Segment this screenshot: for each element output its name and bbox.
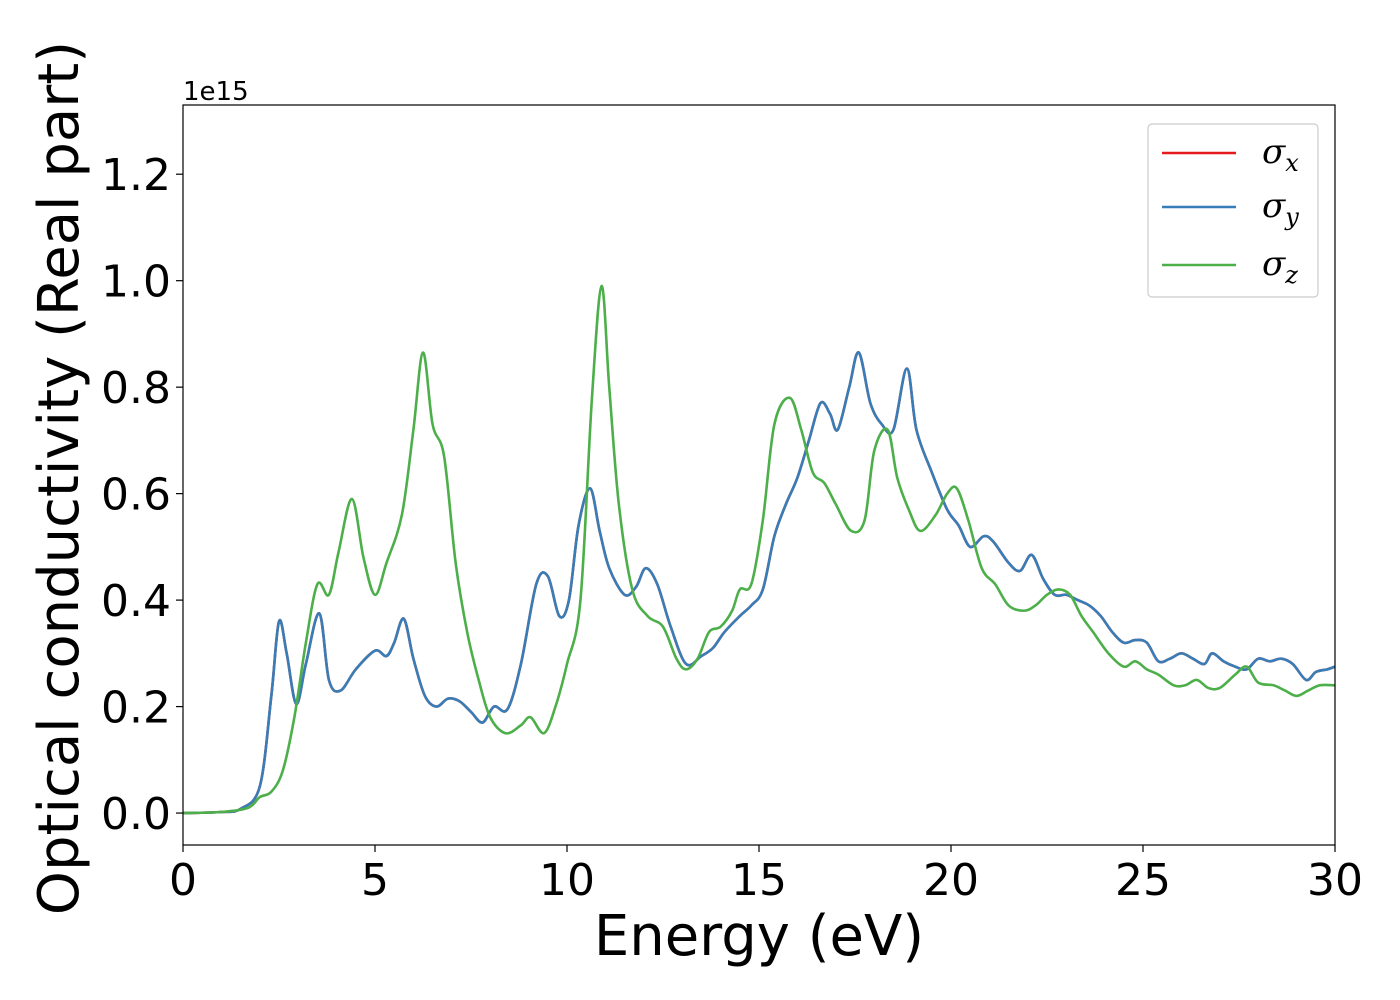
y-tick-label: 1.0 <box>101 257 171 308</box>
y-tick-label: 0.8 <box>101 363 171 414</box>
y-tick-label: 1.2 <box>101 150 171 201</box>
x-tick-label: 20 <box>923 855 979 906</box>
legend-box <box>1147 123 1319 298</box>
legend: σx σy σz <box>1147 123 1319 298</box>
y-axis-label: Optical conductivity (Real part) <box>27 41 92 915</box>
y-tick-label: 0.4 <box>101 576 171 627</box>
y-axis-ticks: 0.0 0.2 0.4 0.6 0.8 1.0 1.2 <box>101 150 183 840</box>
x-tick-label: 5 <box>361 855 389 906</box>
x-axis-label: Energy (eV) <box>594 904 924 969</box>
series-line-y <box>183 351 1335 815</box>
y-offset-label: 1e15 <box>183 77 249 107</box>
x-tick-label: 15 <box>731 855 787 906</box>
series-layer <box>183 284 1335 815</box>
x-tick-label: 30 <box>1307 855 1363 906</box>
x-tick-label: 10 <box>539 855 595 906</box>
legend-label-z: σz <box>1262 244 1298 289</box>
x-tick-label: 25 <box>1115 855 1171 906</box>
y-tick-label: 0.0 <box>101 789 171 840</box>
x-axis-ticks: 0 5 10 15 20 25 30 <box>169 845 1363 906</box>
x-tick-label: 0 <box>169 855 197 906</box>
series-line-z <box>183 284 1335 815</box>
y-tick-label: 0.2 <box>101 683 171 734</box>
y-tick-label: 0.6 <box>101 470 171 521</box>
legend-label-y: σy <box>1262 186 1299 231</box>
legend-label-x: σx <box>1262 132 1299 177</box>
